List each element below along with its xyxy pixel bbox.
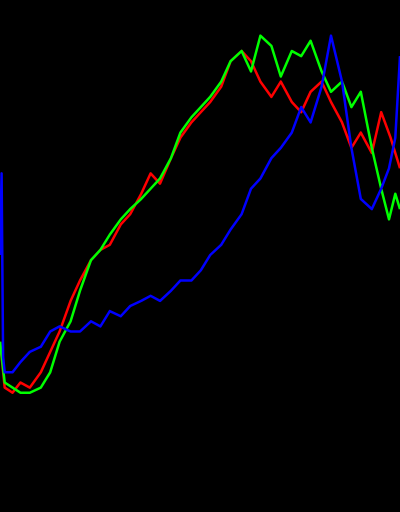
- red-channel-line: [0, 49, 400, 394]
- series-layer: [0, 34, 400, 394]
- blue-channel-line: [0, 34, 400, 374]
